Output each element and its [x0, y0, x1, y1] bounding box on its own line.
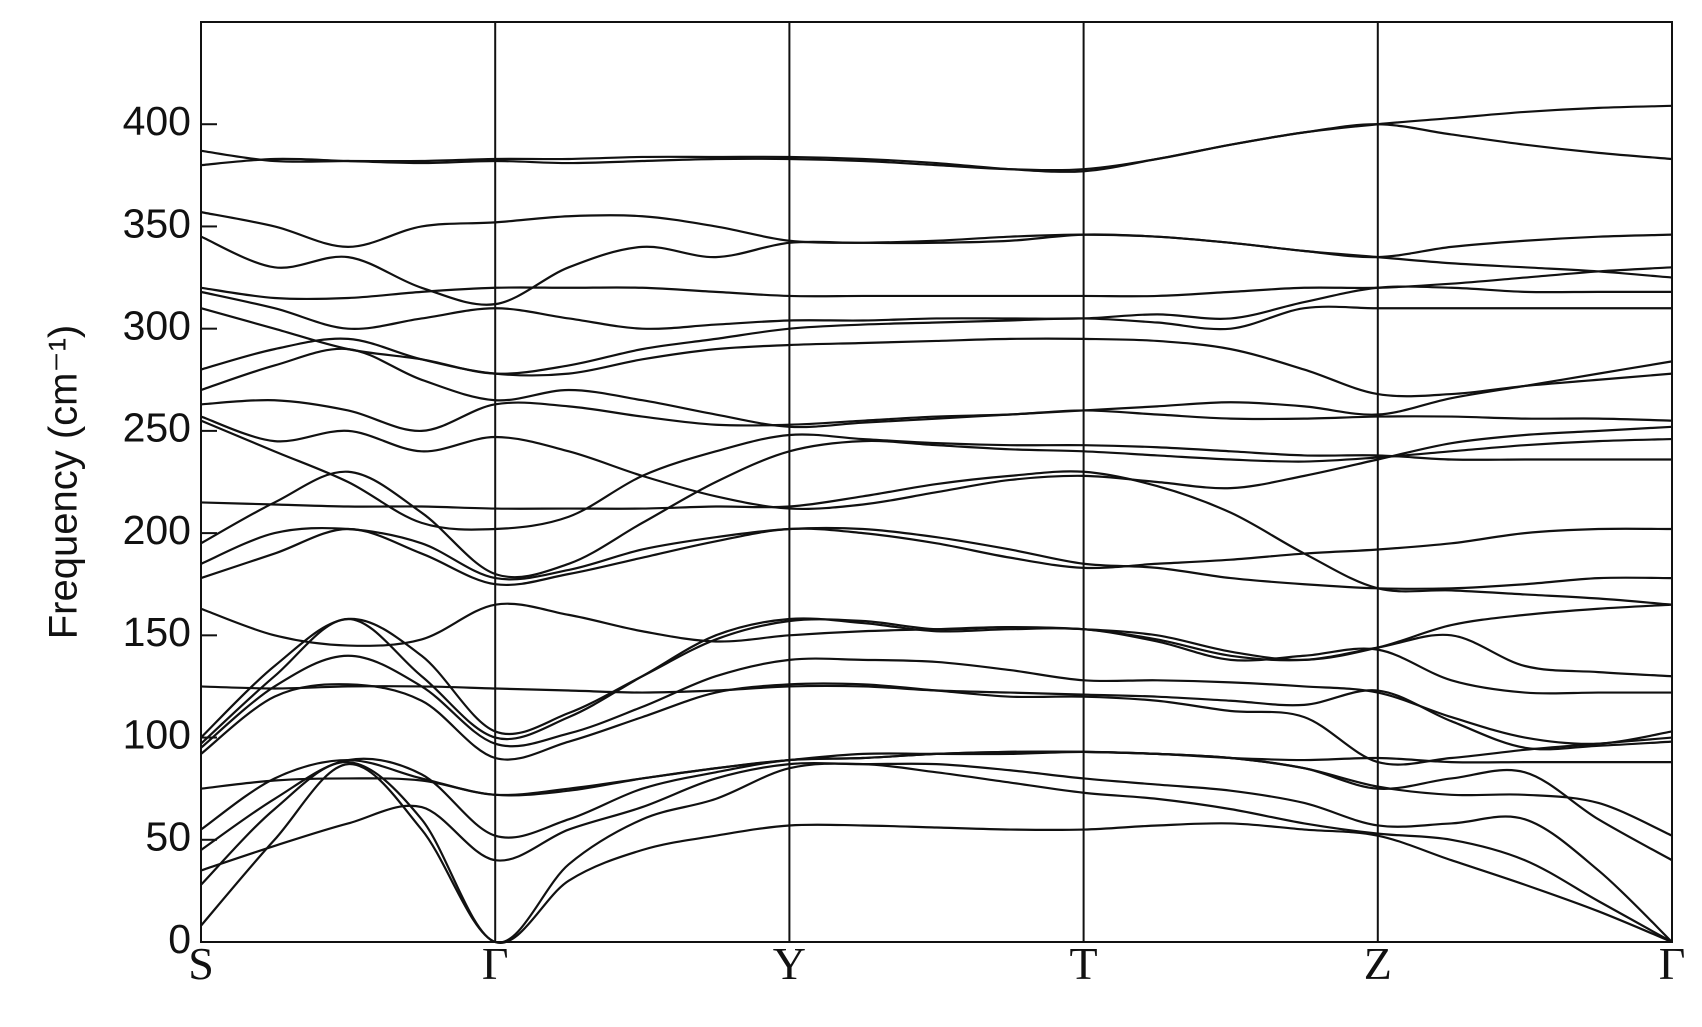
band-line: [200, 602, 1673, 678]
band-line: [200, 104, 1673, 172]
band-line: [200, 684, 1673, 751]
x-tick-label: Γ: [482, 938, 509, 989]
x-tick-label: S: [188, 938, 214, 989]
band-line: [200, 761, 1673, 943]
band-line: [200, 211, 1673, 279]
y-tick-label: 100: [123, 711, 191, 757]
y-tick-label: 0: [168, 916, 191, 962]
y-tick-label: 350: [123, 200, 191, 246]
band-line: [200, 526, 1673, 590]
band-line: [200, 123, 1673, 173]
y-axis-label: Frequency (cm⁻¹): [42, 325, 86, 640]
band-line: [200, 398, 1673, 432]
y-tick-label: 50: [145, 814, 191, 860]
band-line: [200, 760, 1673, 944]
band-line: [200, 527, 1673, 587]
band-line: [200, 617, 1672, 745]
y-tick-label: 400: [123, 98, 191, 144]
x-tick-label: Γ: [1659, 938, 1686, 989]
band-line: [200, 305, 1672, 375]
band-line: [200, 763, 1673, 944]
y-tick-label: 300: [123, 302, 191, 348]
x-tick-label: T: [1070, 938, 1098, 989]
band-line: [200, 603, 1673, 739]
y-tick-label: 150: [123, 609, 191, 655]
band-line: [200, 337, 1673, 398]
x-tick-label: Z: [1364, 938, 1392, 989]
band-line: [200, 415, 1673, 511]
band-line: [200, 233, 1673, 306]
band-line: [200, 266, 1673, 301]
y-tick-label: 250: [123, 405, 191, 451]
band-line: [200, 470, 1673, 606]
band-line: [200, 437, 1673, 579]
band-line: [200, 419, 1672, 531]
band-line: [200, 750, 1673, 862]
y-tick-label: 200: [123, 507, 191, 553]
band-line: [200, 682, 1673, 766]
band-line: [200, 347, 1673, 429]
band-line: [200, 285, 1672, 330]
x-tick-label: Y: [773, 938, 806, 989]
